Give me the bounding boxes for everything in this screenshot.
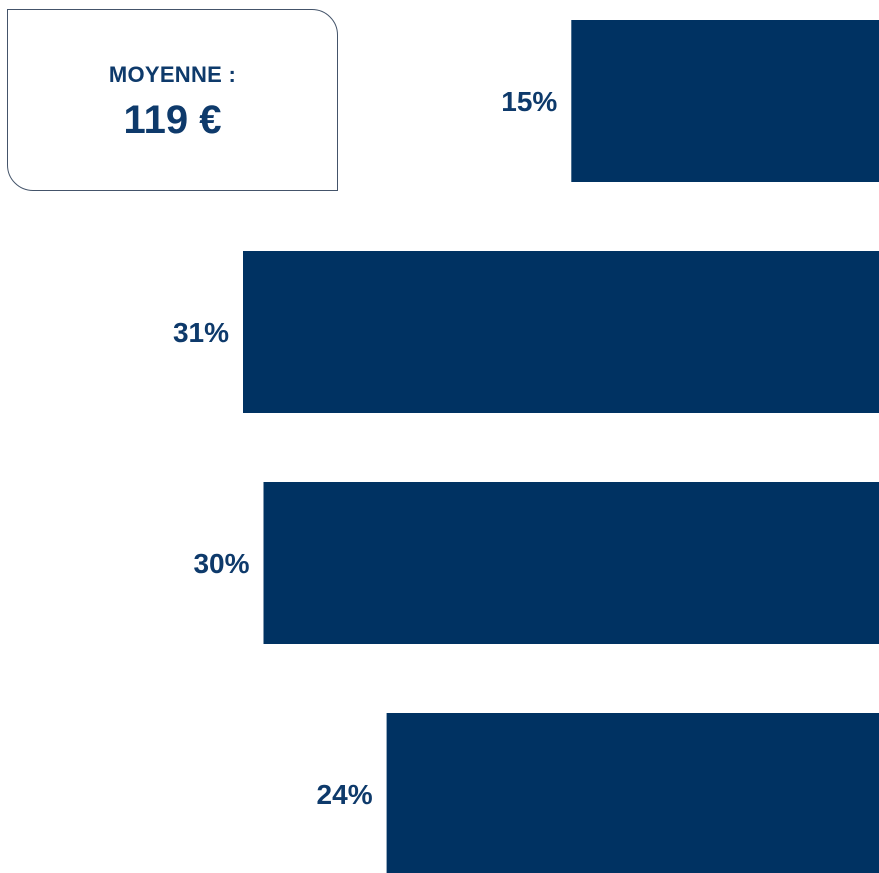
bar-3: [263, 482, 879, 644]
average-label: MOYENNE :: [108, 62, 237, 87]
average-value: 119 €: [123, 98, 222, 142]
bar-1-value-label: 15%: [501, 86, 557, 117]
bar-1: [571, 20, 879, 182]
bar-4-value-label: 24%: [317, 779, 373, 810]
bar-4: [386, 713, 879, 873]
bar-3-value-label: 30%: [193, 548, 249, 579]
average-callout: MOYENNE : 119 €: [7, 9, 338, 191]
bar-2: [243, 251, 879, 413]
bar-2-value-label: 31%: [173, 317, 229, 348]
